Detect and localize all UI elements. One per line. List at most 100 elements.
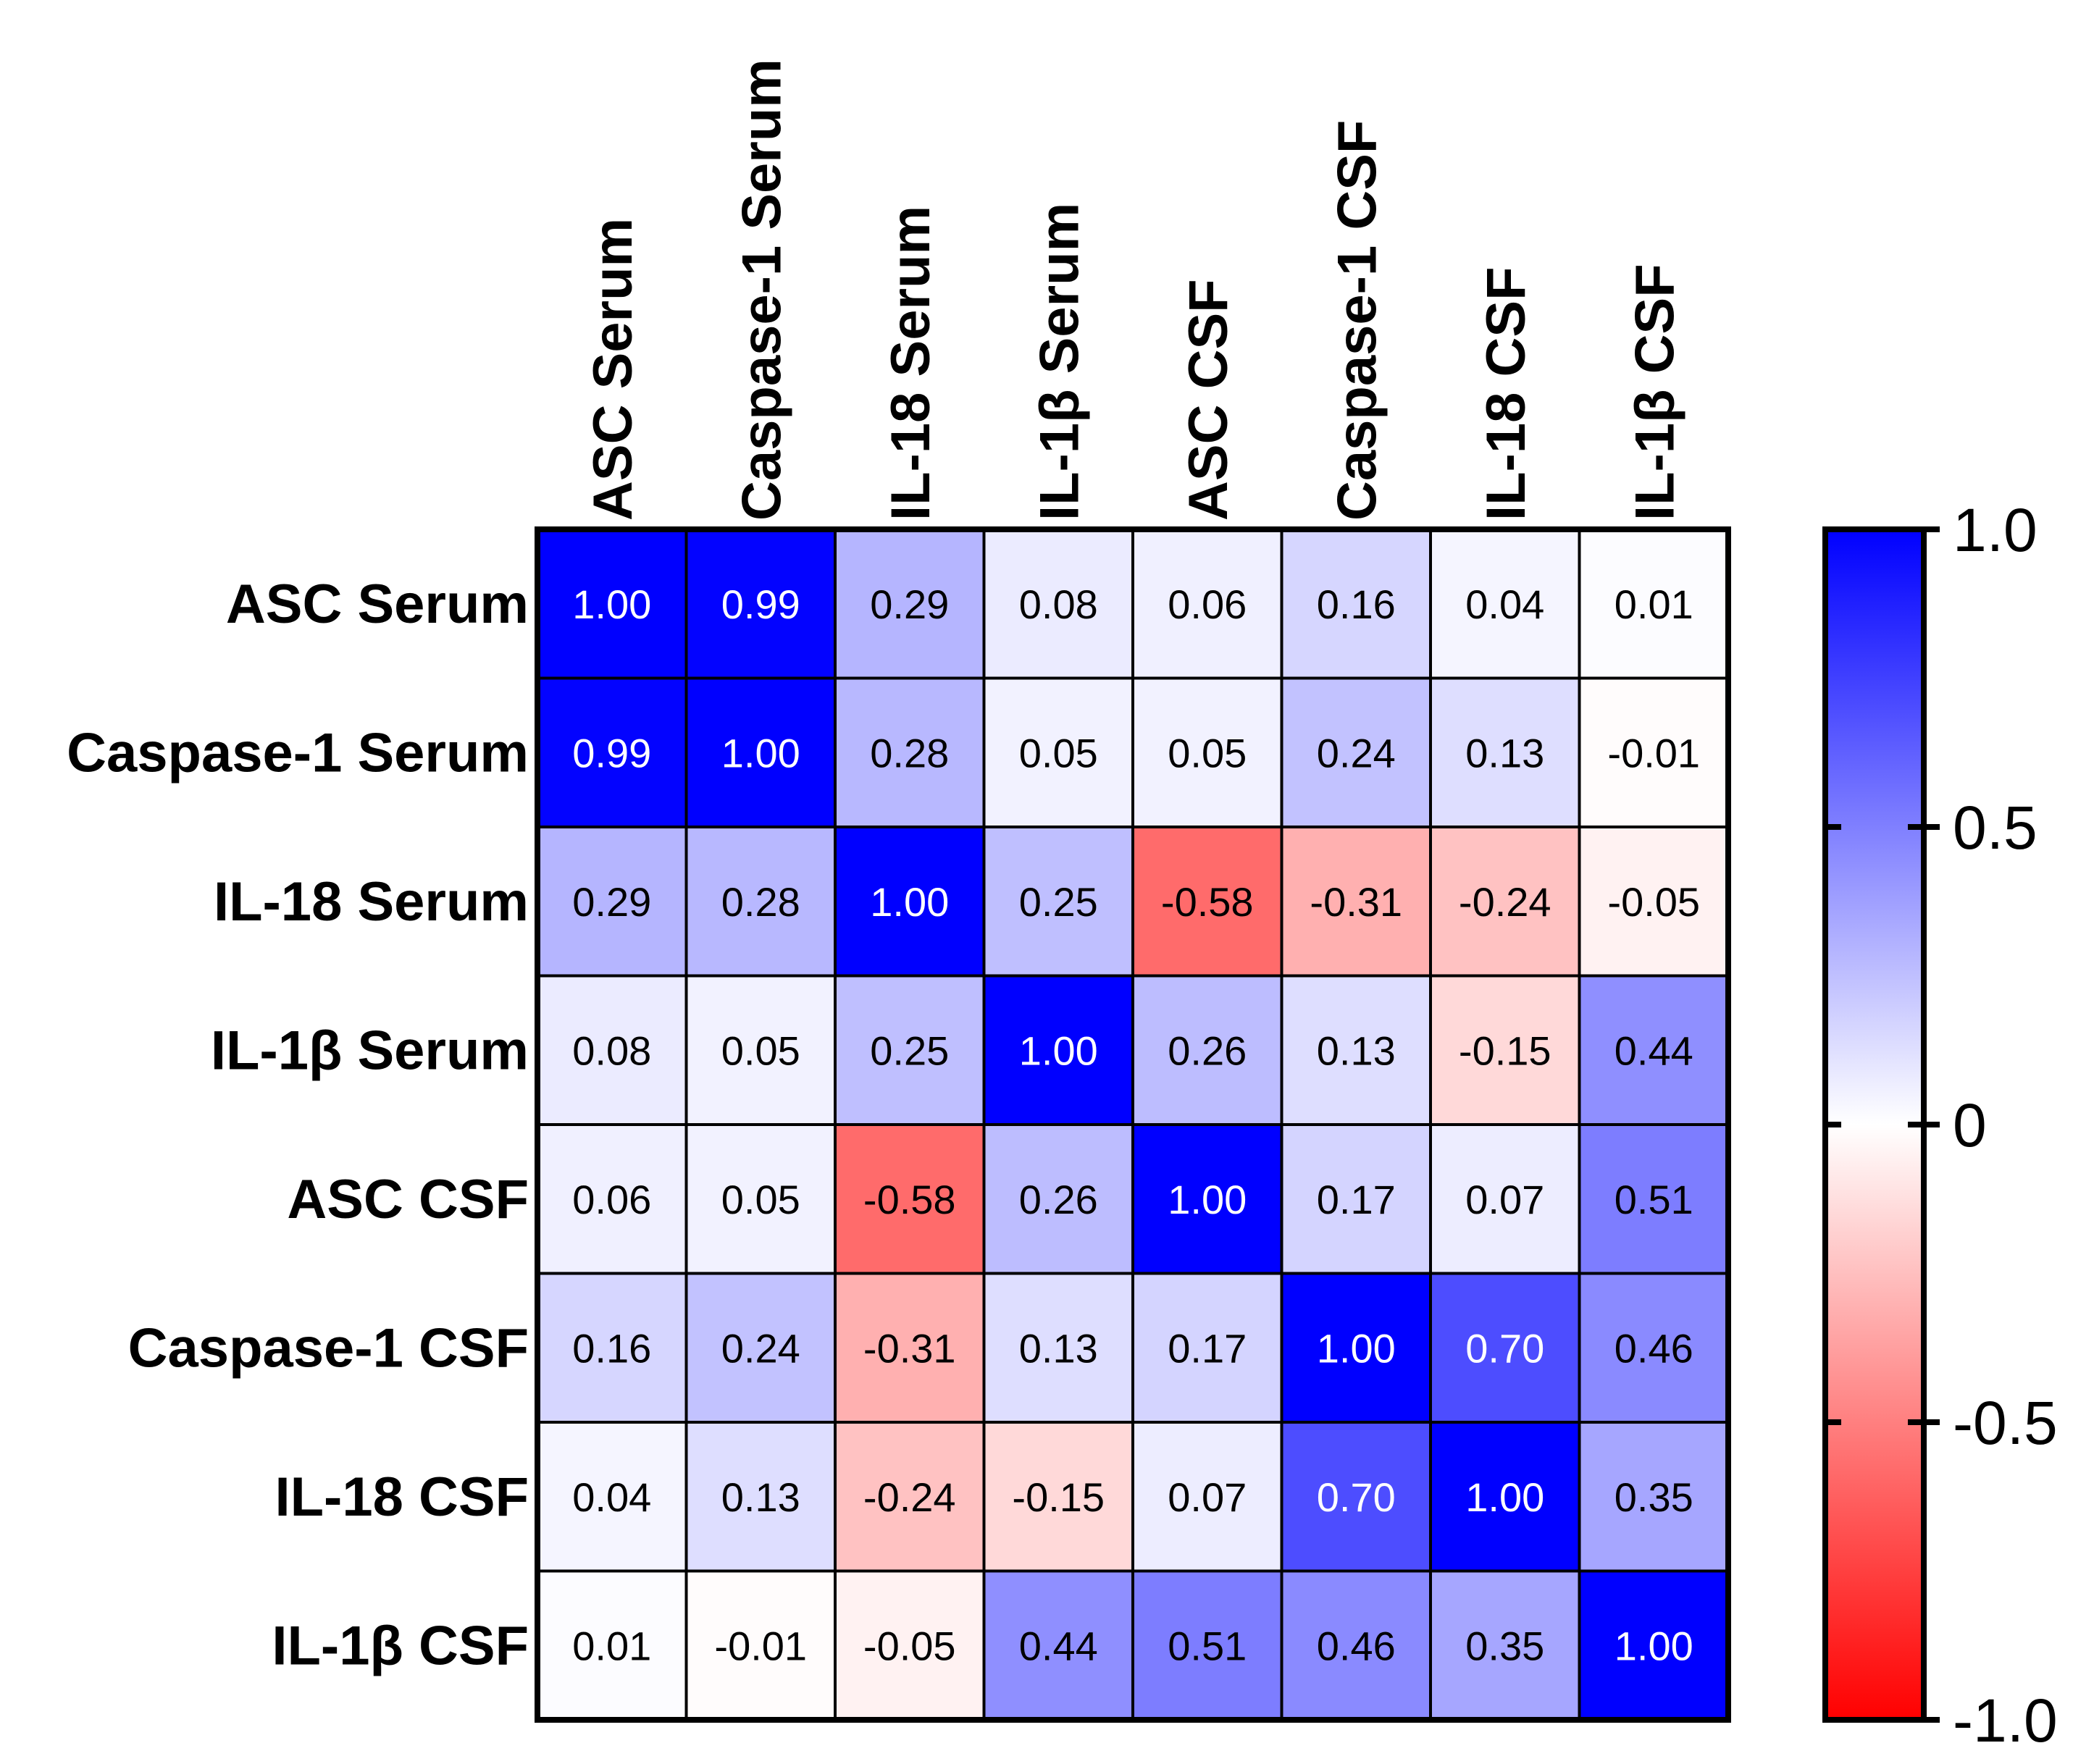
colorbar: 1.0 0.5 0 -0.5 -1.0 <box>1822 496 2058 1755</box>
heatmap-cell <box>1133 678 1282 827</box>
row-labels: ASC Serum Caspase-1 Serum IL-18 Serum IL-1β… <box>67 574 529 1677</box>
cell-value-label: 0.05 <box>1019 730 1098 776</box>
heatmap-cell <box>1133 1273 1282 1422</box>
heatmap-cell <box>1281 827 1431 976</box>
cell-value-label: 0.28 <box>870 730 949 776</box>
heatmap-cell <box>1431 975 1580 1125</box>
heatmap-cell <box>835 1422 984 1571</box>
cell-value-label: 0.28 <box>721 879 800 925</box>
heatmap-cell <box>1133 1125 1282 1274</box>
heatmap-cell <box>1133 1571 1282 1720</box>
cell-value-label: -0.01 <box>714 1623 807 1668</box>
heatmap-cell <box>835 529 984 679</box>
heatmap-cell <box>537 1422 687 1571</box>
cell-value-label: 0.29 <box>572 879 651 925</box>
cell-value-label: 0.26 <box>1019 1177 1098 1222</box>
row-label: IL-1β CSF <box>272 1615 529 1676</box>
heatmap-cell <box>1431 529 1580 679</box>
cell-value-label: 1.00 <box>1615 1623 1693 1668</box>
cell-value-label: 0.70 <box>1465 1325 1544 1371</box>
cell-value-label: 0.35 <box>1465 1623 1544 1668</box>
heatmap-cell <box>537 529 687 679</box>
cell-value-label: 0.16 <box>1317 581 1396 627</box>
heatmap-cell <box>984 1422 1133 1571</box>
cell-value-label: -0.24 <box>1459 879 1551 925</box>
cell-value-label: 0.29 <box>870 581 949 627</box>
heatmap-cell <box>537 1571 687 1720</box>
heatmap-cell <box>1431 1125 1580 1274</box>
cell-value-label: 1.00 <box>870 879 949 925</box>
heatmap-cell <box>1579 529 1728 679</box>
heatmap-cell <box>1579 1422 1728 1571</box>
heatmap-cell <box>686 827 835 976</box>
row-label: ASC Serum <box>226 574 529 635</box>
column-label: ASC CSF <box>1178 279 1239 521</box>
cell-value-label: 0.24 <box>1317 730 1396 776</box>
heatmap-cell <box>1281 1422 1431 1571</box>
cell-value-label: 0.13 <box>721 1474 800 1520</box>
heatmap-cell <box>686 1422 835 1571</box>
heatmap-cell <box>984 1273 1133 1422</box>
heatmap-cell <box>1281 529 1431 679</box>
cell-value-label: 0.46 <box>1317 1623 1396 1668</box>
cell-value-label: 0.05 <box>721 1028 800 1073</box>
row-label: IL-18 CSF <box>275 1466 529 1528</box>
cell-value-label: 0.08 <box>1019 581 1098 627</box>
heatmap-cell <box>686 1571 835 1720</box>
cell-value-label: 0.01 <box>572 1623 651 1668</box>
heatmap-cell <box>984 827 1133 976</box>
row-label: IL-1β Serum <box>211 1020 529 1081</box>
cell-value-label: 0.99 <box>572 730 651 776</box>
cell-value-label: 0.24 <box>721 1325 800 1371</box>
cell-value-label: 0.04 <box>1465 581 1544 627</box>
cell-value-label: 1.00 <box>1317 1325 1396 1371</box>
colorbar-tick-label: 0.5 <box>1953 794 2038 862</box>
column-label: ASC Serum <box>582 218 644 521</box>
cell-value-label: 1.00 <box>721 730 800 776</box>
cell-value-label: -0.15 <box>1459 1028 1551 1073</box>
heatmap-cell <box>1133 975 1282 1125</box>
heatmap-cell <box>835 1571 984 1720</box>
heatmap-cell <box>1133 529 1282 679</box>
heatmap-cell <box>1579 1571 1728 1720</box>
cell-value-label: 0.05 <box>1168 730 1247 776</box>
colorbar-tick-label: 0 <box>1953 1091 1987 1159</box>
cell-value-label: -0.58 <box>1161 879 1254 925</box>
cell-value-label: 0.44 <box>1615 1028 1693 1073</box>
colorbar-gradient <box>1825 529 1924 1720</box>
cell-value-label: 1.00 <box>1465 1474 1544 1520</box>
cell-value-label: 0.70 <box>1317 1474 1396 1520</box>
cell-value-label: -0.15 <box>1012 1474 1105 1520</box>
cell-value-label: 0.51 <box>1168 1623 1247 1668</box>
cell-value-label: 1.00 <box>1168 1177 1247 1222</box>
heatmap-cell <box>1579 1273 1728 1422</box>
heatmap-cell <box>1281 1571 1431 1720</box>
heatmap-cells: 1.00 0.99 0.29 0.08 0.06 0.16 0.04 0.01 0.99 1.00… <box>537 529 1728 1720</box>
heatmap-cell <box>1431 678 1580 827</box>
cell-value-label: 0.06 <box>572 1177 651 1222</box>
cell-value-label: 0.17 <box>1317 1177 1396 1222</box>
heatmap-cell <box>1431 1273 1580 1422</box>
cell-value-label: 0.04 <box>572 1474 651 1520</box>
heatmap-cell <box>1281 975 1431 1125</box>
heatmap-grid <box>535 526 1731 1723</box>
column-label: Caspase-1 Serum <box>731 59 792 521</box>
cell-value-label: 0.99 <box>721 581 800 627</box>
cell-value-label: -0.58 <box>863 1177 956 1222</box>
colorbar-tick-label: -0.5 <box>1953 1389 2058 1457</box>
colorbar-tick-label: -1.0 <box>1953 1687 2058 1755</box>
heatmap-cell <box>1281 678 1431 827</box>
cell-value-label: 0.25 <box>870 1028 949 1073</box>
cell-value-label: 0.13 <box>1019 1325 1098 1371</box>
heatmap-cell <box>835 1125 984 1274</box>
heatmap-cell <box>1431 827 1580 976</box>
heatmap-cell <box>686 975 835 1125</box>
heatmap-cell <box>537 678 687 827</box>
heatmap-cell <box>686 1125 835 1274</box>
heatmap-cell <box>984 529 1133 679</box>
column-label: IL-18 Serum <box>880 206 942 521</box>
heatmap-cell <box>984 1125 1133 1274</box>
heatmap-cell <box>686 678 835 827</box>
